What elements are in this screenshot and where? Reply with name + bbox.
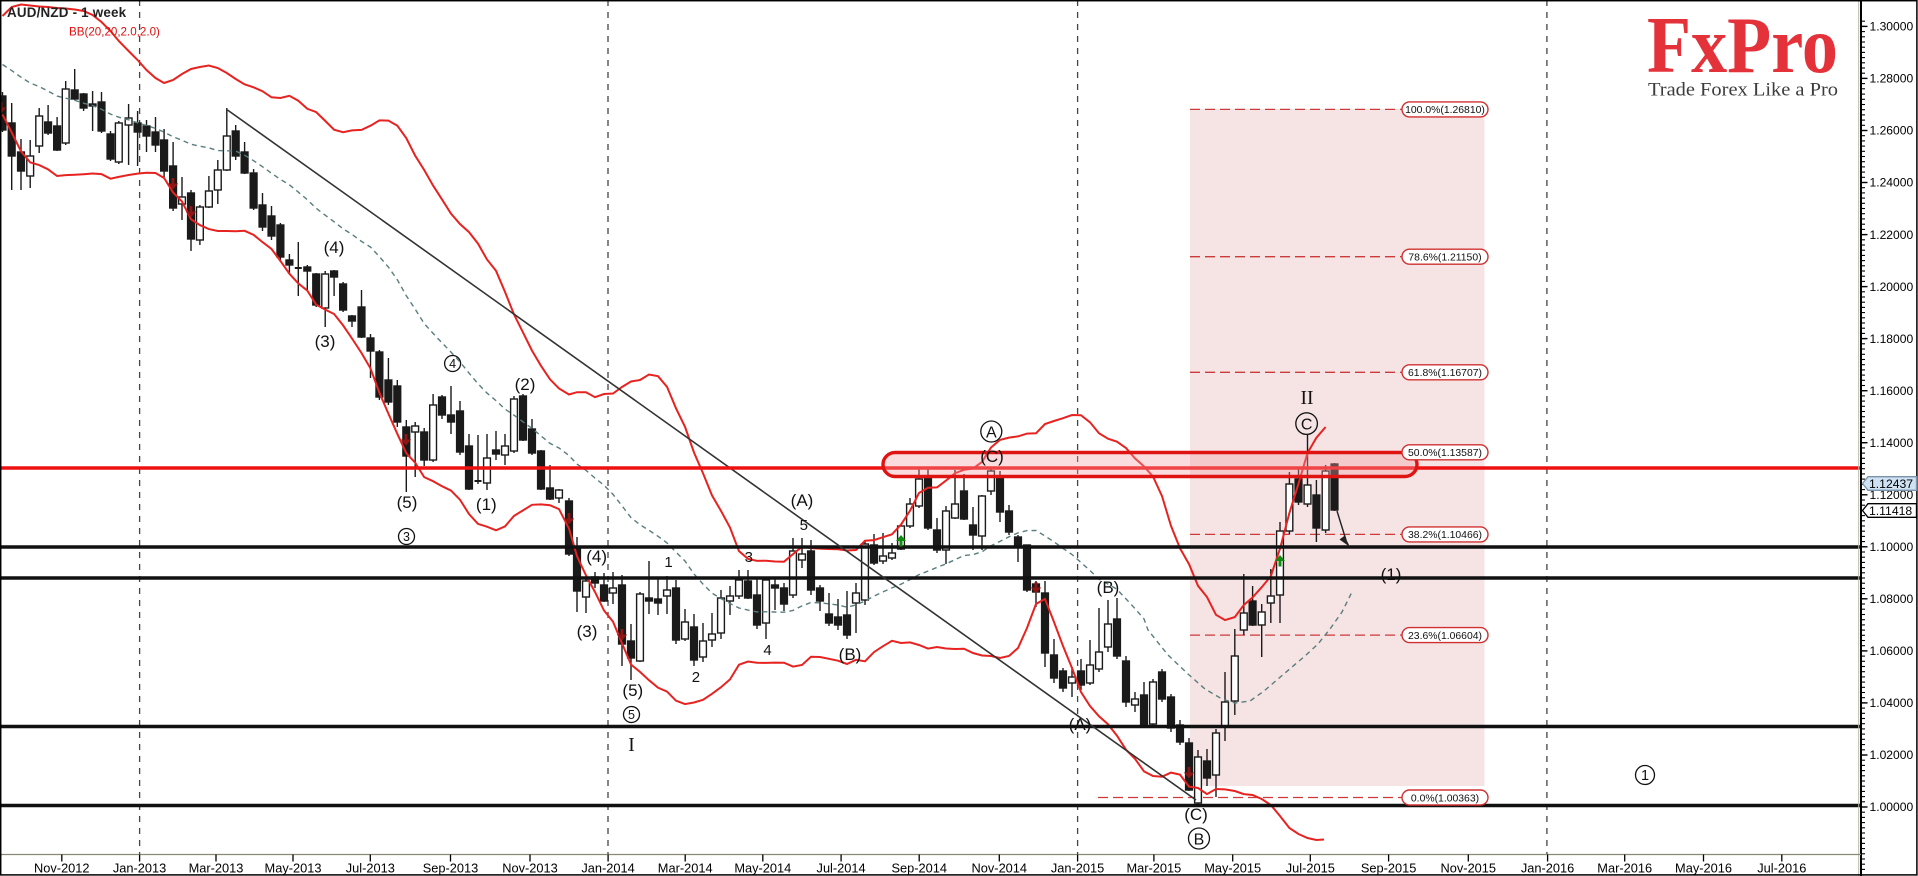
svg-text:May-2014: May-2014 xyxy=(734,861,791,876)
svg-text:61.8%(1.16707): 61.8%(1.16707) xyxy=(1408,368,1482,379)
svg-text:Sep-2013: Sep-2013 xyxy=(423,861,479,876)
svg-text:(C): (C) xyxy=(980,447,1004,466)
svg-text:Jan-2014: Jan-2014 xyxy=(581,861,634,876)
svg-text:Jan-2016: Jan-2016 xyxy=(1521,861,1574,876)
svg-text:Trade Forex Like a Pro: Trade Forex Like a Pro xyxy=(1648,80,1838,101)
svg-text:1.10000: 1.10000 xyxy=(1870,540,1914,554)
svg-text:1: 1 xyxy=(1641,768,1649,784)
svg-text:(A): (A) xyxy=(791,491,814,510)
svg-text:1.14000: 1.14000 xyxy=(1870,436,1914,450)
svg-text:FxPro: FxPro xyxy=(1647,0,1838,90)
svg-text:II: II xyxy=(1301,388,1314,409)
svg-text:Sep-2015: Sep-2015 xyxy=(1361,861,1417,876)
svg-text:Jul-2016: Jul-2016 xyxy=(1757,861,1806,876)
svg-text:1.06000: 1.06000 xyxy=(1870,644,1914,658)
svg-text:Jul-2013: Jul-2013 xyxy=(346,861,395,876)
svg-text:(A): (A) xyxy=(1069,715,1092,734)
svg-text:1.18000: 1.18000 xyxy=(1870,332,1914,346)
svg-text:1.22000: 1.22000 xyxy=(1870,228,1914,242)
svg-text:Mar-2013: Mar-2013 xyxy=(189,861,244,876)
svg-text:I: I xyxy=(628,735,635,756)
svg-text:(4): (4) xyxy=(324,238,345,257)
svg-text:1.26000: 1.26000 xyxy=(1870,124,1914,138)
svg-text:(1): (1) xyxy=(476,495,497,514)
svg-text:3: 3 xyxy=(745,549,753,566)
svg-text:1.30000: 1.30000 xyxy=(1870,20,1914,34)
svg-text:Nov-2015: Nov-2015 xyxy=(1441,861,1497,876)
svg-text:Sep-2014: Sep-2014 xyxy=(891,861,947,876)
svg-text:May-2013: May-2013 xyxy=(265,861,322,876)
svg-text:May-2015: May-2015 xyxy=(1204,861,1261,876)
svg-text:(B): (B) xyxy=(839,645,862,664)
svg-text:5: 5 xyxy=(628,708,635,722)
svg-text:1.08000: 1.08000 xyxy=(1870,592,1914,606)
svg-text:1.04000: 1.04000 xyxy=(1870,696,1914,710)
svg-text:1.00000: 1.00000 xyxy=(1870,800,1914,814)
svg-text:(4): (4) xyxy=(586,547,607,566)
svg-text:4: 4 xyxy=(449,357,456,371)
svg-text:1: 1 xyxy=(664,554,672,571)
svg-text:Nov-2014: Nov-2014 xyxy=(972,861,1028,876)
svg-text:AUD/NZD - 1 week: AUD/NZD - 1 week xyxy=(7,5,127,20)
svg-text:1.20000: 1.20000 xyxy=(1870,280,1914,294)
svg-text:(B): (B) xyxy=(1097,578,1120,597)
svg-text:1.16000: 1.16000 xyxy=(1870,384,1914,398)
svg-text:78.6%(1.21150): 78.6%(1.21150) xyxy=(1408,253,1481,264)
svg-text:(3): (3) xyxy=(577,622,598,641)
svg-text:23.6%(1.06604): 23.6%(1.06604) xyxy=(1408,631,1482,642)
svg-text:2: 2 xyxy=(692,669,700,686)
svg-text:(1): (1) xyxy=(1381,565,1402,584)
svg-text:3: 3 xyxy=(403,530,410,544)
svg-text:B: B xyxy=(1194,831,1205,848)
svg-text:Jul-2015: Jul-2015 xyxy=(1286,861,1335,876)
svg-text:38.2%(1.10466): 38.2%(1.10466) xyxy=(1408,530,1482,541)
svg-text:1.12437: 1.12437 xyxy=(1869,477,1913,491)
svg-text:1.11418: 1.11418 xyxy=(1869,504,1912,518)
svg-text:Mar-2014: Mar-2014 xyxy=(658,861,713,876)
svg-text:50.0%(1.13587): 50.0%(1.13587) xyxy=(1408,448,1482,459)
svg-text:(5): (5) xyxy=(622,681,643,700)
svg-text:Mar-2016: Mar-2016 xyxy=(1597,861,1652,876)
svg-text:Nov-2013: Nov-2013 xyxy=(502,861,558,876)
svg-text:100.0%(1.26810): 100.0%(1.26810) xyxy=(1405,105,1485,116)
svg-text:(5): (5) xyxy=(397,493,418,512)
svg-text:Jan-2013: Jan-2013 xyxy=(113,861,166,876)
svg-text:A: A xyxy=(986,424,997,441)
svg-text:1.12000: 1.12000 xyxy=(1870,488,1914,502)
svg-text:Mar-2015: Mar-2015 xyxy=(1127,861,1182,876)
svg-text:1.24000: 1.24000 xyxy=(1870,176,1914,190)
svg-text:Nov-2012: Nov-2012 xyxy=(34,861,90,876)
svg-text:(3): (3) xyxy=(315,332,336,351)
svg-text:BB(20,20,2.0,2.0): BB(20,20,2.0,2.0) xyxy=(69,26,160,39)
svg-text:0.0%(1.00363): 0.0%(1.00363) xyxy=(1411,793,1479,804)
svg-text:5: 5 xyxy=(800,517,808,534)
svg-text:C: C xyxy=(1301,416,1313,433)
svg-text:May-2016: May-2016 xyxy=(1675,861,1732,876)
svg-text:Jan-2015: Jan-2015 xyxy=(1051,861,1104,876)
svg-text:(C): (C) xyxy=(1184,805,1208,824)
svg-text:4: 4 xyxy=(763,642,771,659)
svg-text:Jul-2014: Jul-2014 xyxy=(817,861,866,876)
svg-text:1.02000: 1.02000 xyxy=(1870,748,1914,762)
svg-text:(2): (2) xyxy=(515,375,536,394)
svg-text:1.28000: 1.28000 xyxy=(1870,72,1914,86)
